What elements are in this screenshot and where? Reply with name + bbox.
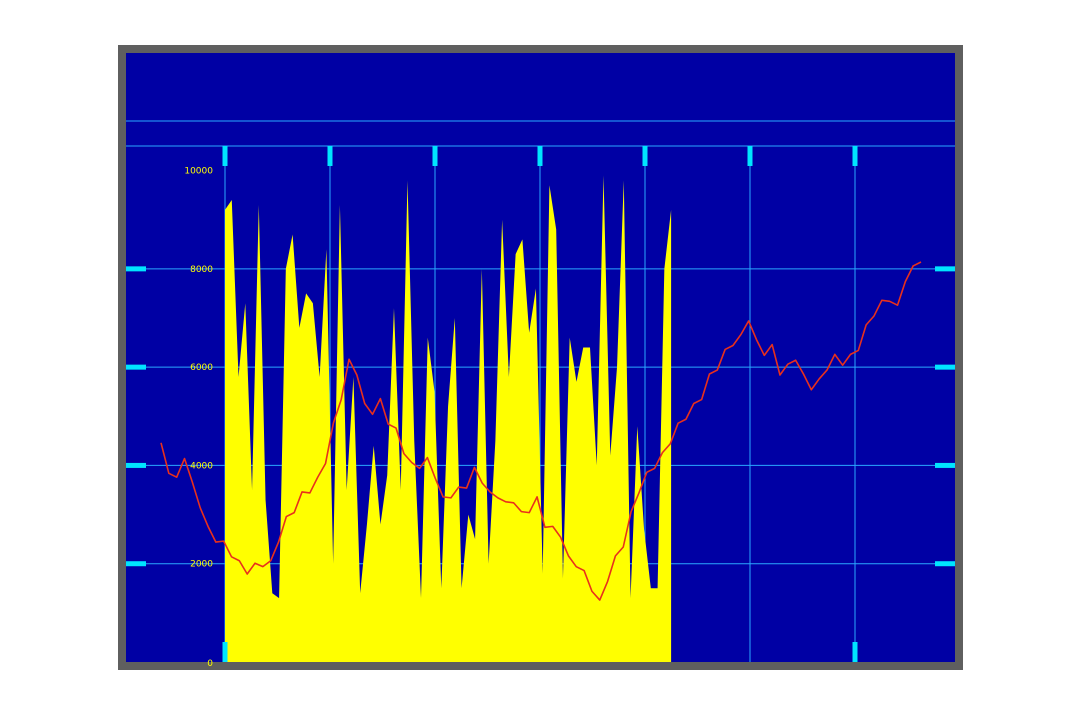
x-tick-top xyxy=(642,146,648,166)
y-tick-label: 10000 xyxy=(184,167,213,177)
x-tick-top xyxy=(852,146,858,166)
y-tick-label: 4000 xyxy=(190,461,213,471)
y-tick-label: 8000 xyxy=(190,265,213,275)
x-tick-top xyxy=(327,146,333,166)
area-series xyxy=(225,175,672,663)
y-tick-label: 0 xyxy=(207,659,213,669)
x-tick-bottom xyxy=(222,642,228,662)
line-series xyxy=(160,261,922,601)
x-tick-bottom xyxy=(852,642,858,662)
tick-marks xyxy=(126,146,955,662)
y-tick-left xyxy=(126,462,146,468)
line-path xyxy=(160,261,922,601)
y-tick-right xyxy=(935,561,955,567)
x-tick-top xyxy=(537,146,543,166)
x-tick-top xyxy=(222,146,228,166)
y-tick-label: 6000 xyxy=(190,363,213,373)
y-tick-labels: 0 2000 4000 6000 8000 10000 xyxy=(184,167,213,669)
y-tick-right xyxy=(935,266,955,272)
y-tick-left xyxy=(126,266,146,272)
area-fill xyxy=(225,175,672,663)
area-chart: 0 2000 4000 6000 8000 10000 xyxy=(126,53,955,669)
chart-frame: 0 2000 4000 6000 8000 10000 xyxy=(118,45,963,670)
y-tick-label: 2000 xyxy=(190,560,213,570)
x-tick-top xyxy=(747,146,753,166)
y-tick-left xyxy=(126,364,146,370)
y-tick-right xyxy=(935,462,955,468)
y-tick-right xyxy=(935,364,955,370)
y-tick-left xyxy=(126,561,146,567)
x-tick-top xyxy=(432,146,438,166)
